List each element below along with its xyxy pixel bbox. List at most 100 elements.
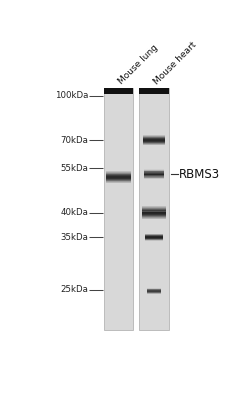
Bar [147,290,161,291]
Bar [142,207,166,208]
Bar [144,171,164,172]
Bar [143,138,165,139]
Bar [145,234,163,235]
Bar [143,144,165,145]
Bar [106,173,131,174]
Bar [142,208,166,209]
Bar [106,175,131,176]
Bar [106,179,131,180]
Bar [142,213,166,214]
Bar [142,218,166,219]
Bar [143,137,165,138]
Bar [145,240,163,241]
Bar [106,172,131,173]
Bar [142,217,166,218]
Bar [147,292,161,293]
Bar [145,235,163,236]
Bar [147,293,161,294]
Bar [145,239,163,240]
Bar [142,210,166,211]
Bar [144,171,164,172]
Bar [142,215,166,216]
Bar [144,173,164,174]
Bar [147,293,161,294]
Bar [144,170,164,171]
Bar [106,179,131,180]
Bar [144,173,164,174]
Bar [144,170,164,171]
Bar [145,237,163,238]
Bar [143,143,165,144]
Text: 35kDa: 35kDa [61,233,88,242]
Bar [106,176,131,177]
Bar [147,289,161,290]
Bar [106,177,131,178]
Bar [142,218,166,219]
Text: 70kDa: 70kDa [61,136,88,145]
Bar [142,212,166,213]
Bar [143,140,165,141]
Bar [142,217,166,218]
Bar [143,137,165,138]
Bar [106,181,131,182]
Bar [145,236,163,237]
Bar [139,88,169,330]
Bar [147,291,161,292]
Text: 100kDa: 100kDa [55,91,88,100]
Bar [144,169,164,170]
Bar [106,177,131,178]
Bar [142,206,166,207]
Bar [142,211,166,212]
Bar [142,209,166,210]
Bar [144,176,164,177]
Bar [144,175,164,176]
Text: 40kDa: 40kDa [61,208,88,217]
Bar [143,140,165,141]
Bar [106,174,131,175]
Text: Mouse heart: Mouse heart [152,40,198,86]
Bar [106,182,131,183]
Text: 25kDa: 25kDa [61,285,88,294]
Bar [143,139,165,140]
Bar [142,208,166,209]
Bar [143,142,165,143]
Bar [145,240,163,241]
Bar [144,175,164,176]
Bar [106,181,131,182]
Bar [147,288,161,289]
Bar [144,172,164,173]
Bar [147,291,161,292]
Bar [143,137,165,138]
Bar [104,88,133,330]
Bar [147,293,161,294]
Bar [142,216,166,217]
Bar [145,238,163,239]
Bar [142,209,166,210]
Bar [147,292,161,293]
Bar [144,175,164,176]
Bar [143,138,165,139]
Bar [142,206,166,207]
Bar [143,136,165,137]
Bar [143,143,165,144]
Bar [144,177,164,178]
Bar [143,141,165,142]
Bar [143,139,165,140]
Bar [106,180,131,181]
Bar [145,234,163,235]
Bar [147,292,161,293]
Bar [106,171,131,172]
Bar [147,290,161,291]
Bar [142,211,166,212]
Bar [147,290,161,291]
Bar [106,172,131,173]
Bar [143,141,165,142]
Bar [147,289,161,290]
Bar [104,88,133,94]
Text: Mouse lung: Mouse lung [117,43,160,86]
Bar [142,216,166,217]
Bar [145,238,163,239]
Bar [144,178,164,179]
Bar [106,179,131,180]
Text: RBMS3: RBMS3 [179,168,220,181]
